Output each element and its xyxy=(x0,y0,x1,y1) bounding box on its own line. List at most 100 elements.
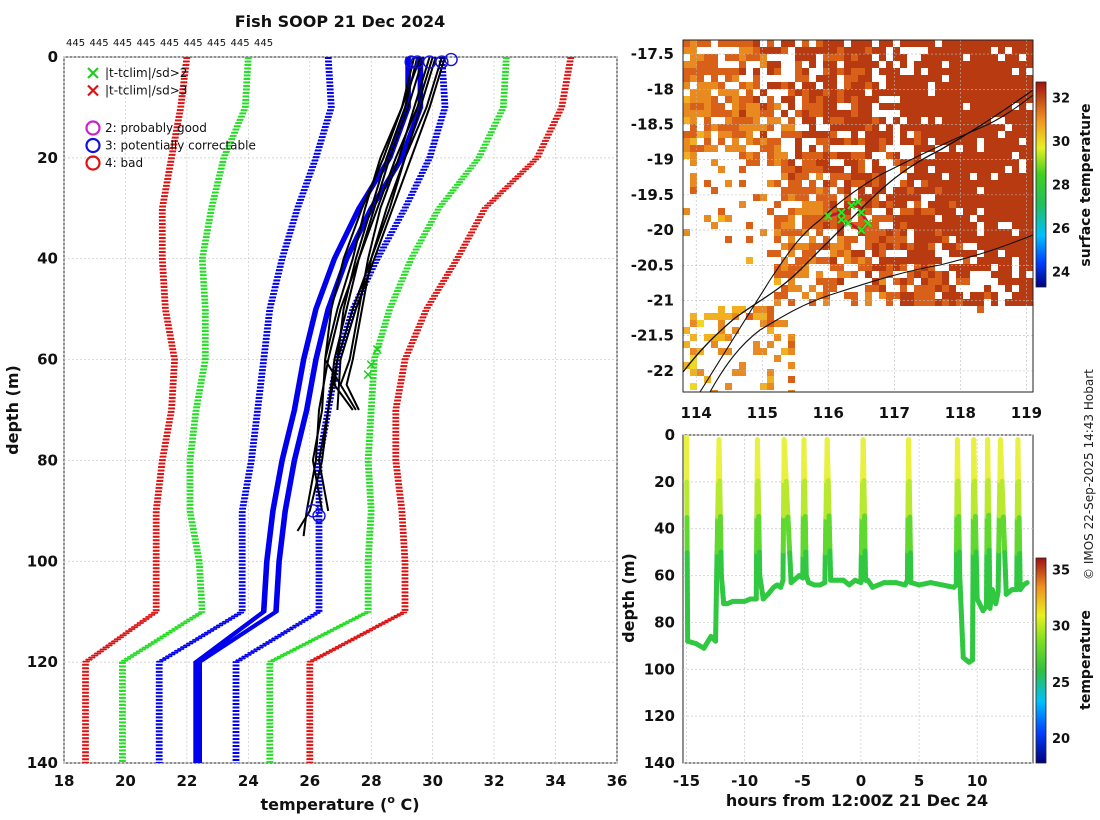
sst-cell xyxy=(788,376,795,383)
sst-cell xyxy=(851,61,858,68)
sst-cell xyxy=(900,187,907,194)
sst-cell xyxy=(970,166,977,173)
sst-cell xyxy=(809,299,816,306)
sst-cell xyxy=(907,222,914,229)
sst-cell xyxy=(851,96,858,103)
sst-cell xyxy=(1012,117,1019,124)
sst-cell xyxy=(942,138,949,145)
sst-cell xyxy=(753,124,760,131)
sst-cell xyxy=(1005,264,1012,271)
track-sd2-marker xyxy=(847,201,856,210)
sd2-x-marker xyxy=(372,344,382,355)
sst-cell xyxy=(977,47,984,54)
sst-cell xyxy=(683,145,690,152)
sst-cell xyxy=(949,138,956,145)
sst-cell xyxy=(767,124,774,131)
sst-cell xyxy=(704,110,711,117)
sst-cell xyxy=(928,215,935,222)
sst-cell xyxy=(956,292,963,299)
sst-cell xyxy=(1019,180,1026,187)
map-ytick-label: -21.5 xyxy=(631,327,674,345)
sst-cell xyxy=(1005,68,1012,75)
sst-cell xyxy=(907,89,914,96)
sst-cell xyxy=(816,271,823,278)
profile-id-label: 445 xyxy=(90,38,109,49)
sst-cell xyxy=(830,201,837,208)
sst-cell xyxy=(984,180,991,187)
sst-cell xyxy=(690,369,697,376)
sst-cell xyxy=(886,194,893,201)
sst-cell xyxy=(935,138,942,145)
profile-axes-frame xyxy=(63,56,618,764)
time-depth-xtick-label: -5 xyxy=(794,772,811,790)
sst-cell xyxy=(900,194,907,201)
sst-cell xyxy=(984,110,991,117)
sst-cell xyxy=(1012,292,1019,299)
sst-cell xyxy=(935,68,942,75)
sst-cell xyxy=(858,103,865,110)
sst-cell xyxy=(718,138,725,145)
sst-cell xyxy=(781,47,788,54)
sst-cell xyxy=(921,299,928,306)
sst-map-panel: 114 115 116 117 118 119 -17.5 -18 -18.5 -19 -19.5 -… xyxy=(631,39,1094,422)
sst-cell xyxy=(844,180,851,187)
sst-cell xyxy=(697,68,704,75)
track-sd2-marker xyxy=(853,197,863,207)
sst-cell xyxy=(830,75,837,82)
sst-cell xyxy=(984,103,991,110)
sst-cell xyxy=(683,138,690,145)
sst-cell xyxy=(928,229,935,236)
sst-cell xyxy=(844,82,851,89)
sst-cell xyxy=(851,54,858,61)
sst-cell xyxy=(711,390,718,392)
sst-cell xyxy=(774,278,781,285)
sst-cell xyxy=(690,110,697,117)
sst-cell xyxy=(704,124,711,131)
sst-cell xyxy=(844,187,851,194)
sst-cell xyxy=(816,131,823,138)
sst-cell xyxy=(907,40,914,47)
sst-cell xyxy=(998,68,1005,75)
sst-cell xyxy=(984,187,991,194)
sst-cell xyxy=(816,152,823,159)
sst-cell xyxy=(928,257,935,264)
sst-cell xyxy=(963,75,970,82)
sst-cell xyxy=(816,257,823,264)
sst-cell xyxy=(711,341,718,348)
sst-cell xyxy=(865,82,872,89)
sst-cell xyxy=(816,89,823,96)
time-depth-ytick-label: 80 xyxy=(654,613,675,631)
sst-cell xyxy=(739,131,746,138)
sst-cell xyxy=(956,117,963,124)
sst-cell xyxy=(795,138,802,145)
sst-cell xyxy=(865,54,872,61)
sst-cell xyxy=(998,166,1005,173)
sst-cell xyxy=(1026,82,1033,89)
sst-cell xyxy=(704,145,711,152)
observed-profile-line xyxy=(324,57,422,386)
sst-cell xyxy=(1026,222,1033,229)
profile-ylabel: depth (m) xyxy=(3,365,22,455)
sst-cell xyxy=(802,215,809,222)
sst-cell xyxy=(921,124,928,131)
sst-cell xyxy=(956,264,963,271)
sst-cell xyxy=(893,103,900,110)
climatology-mean-line xyxy=(193,57,408,763)
sst-cell xyxy=(872,187,879,194)
sst-cell xyxy=(893,187,900,194)
sst-cell xyxy=(781,222,788,229)
sst-cell xyxy=(970,89,977,96)
sst-cell xyxy=(1005,250,1012,257)
sst-cell xyxy=(788,243,795,250)
sst-cell xyxy=(970,229,977,236)
sst-cell xyxy=(767,40,774,47)
sst-cell xyxy=(998,215,1005,222)
sst-cell xyxy=(900,257,907,264)
sst-cell xyxy=(1012,278,1019,285)
sst-cell xyxy=(844,61,851,68)
sst-cell xyxy=(795,145,802,152)
sst-cell xyxy=(1026,110,1033,117)
sst-cell xyxy=(998,82,1005,89)
profile-xlabel-tail: C) xyxy=(395,795,420,814)
temperature-colorbar-tick-label: 20 xyxy=(1052,732,1070,747)
